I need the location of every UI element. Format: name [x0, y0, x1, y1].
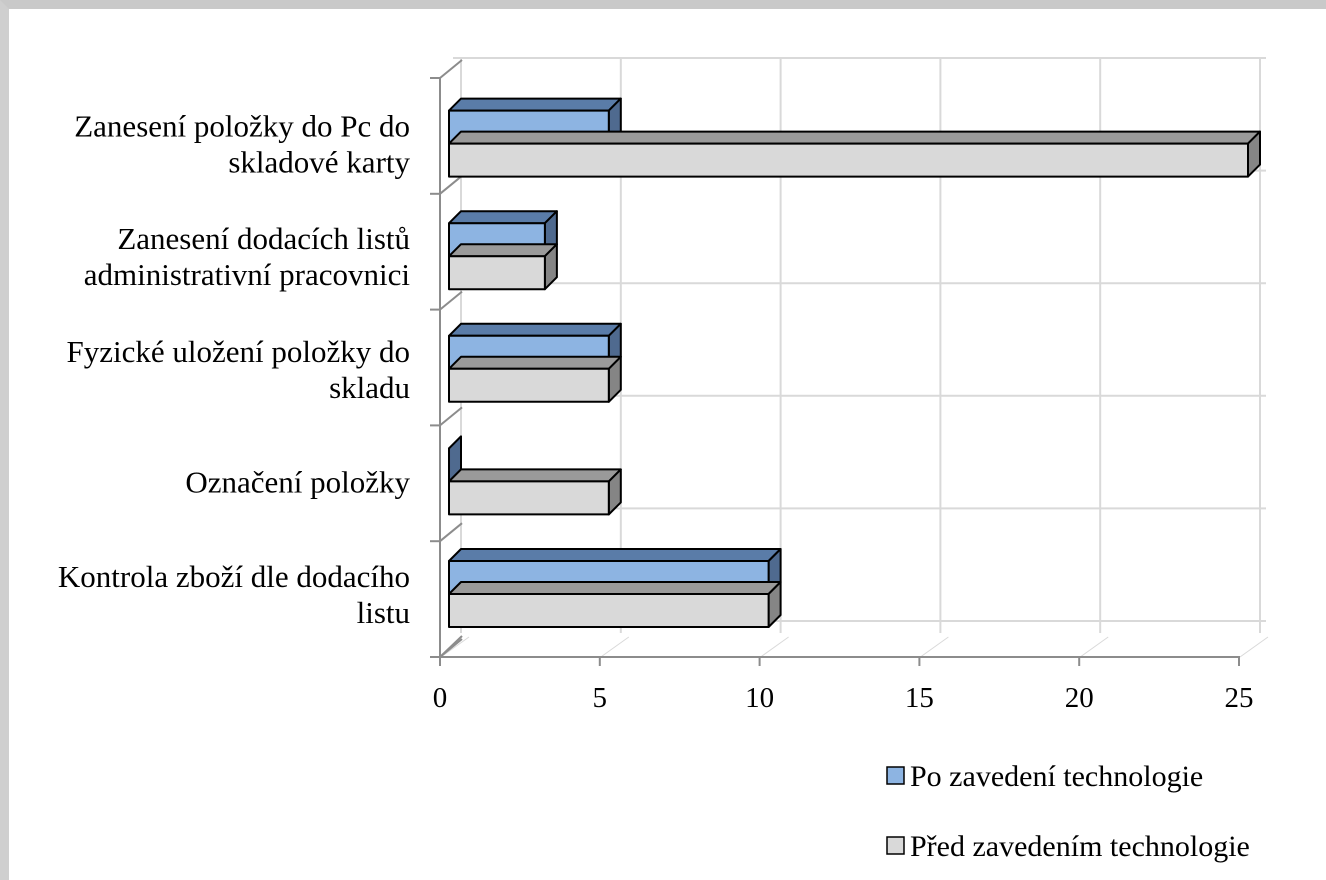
y-depth-mark [439, 59, 463, 79]
category-label: administrativní pracovnici [84, 257, 411, 292]
x-tick-label: 15 [905, 682, 934, 714]
y-depth-mark [439, 290, 463, 311]
bar-pred [448, 468, 622, 516]
y-depth-mark [439, 522, 463, 542]
x-tick-label: 5 [593, 682, 608, 714]
floor-gridline [920, 636, 949, 658]
floor-gridline [1239, 636, 1269, 658]
bar-pred-front [448, 480, 610, 516]
legend-label: Po zavedení technologie [910, 760, 1203, 793]
bar-pred [448, 581, 782, 628]
category-label: skladu [329, 370, 410, 405]
x-tick-label: 20 [1065, 682, 1094, 714]
bar-pred-front [448, 593, 770, 628]
bar-po-top [448, 322, 622, 337]
bar-pred-top [448, 581, 782, 595]
bar-pred-top [448, 355, 622, 370]
bar-pred-front [448, 142, 1249, 178]
floor-gridline [440, 636, 470, 658]
x-tick-label: 25 [1225, 682, 1254, 714]
category-label: skladové karty [228, 145, 410, 180]
bar-po-top [448, 210, 558, 225]
floor-gridline [760, 636, 789, 658]
bar-pred [448, 355, 622, 403]
legend-label: Před zavedením technologie [910, 830, 1250, 863]
bar-po-top [448, 97, 622, 112]
category-label: Fyzické uložení položky do [67, 334, 411, 369]
bar-pred-top [448, 243, 558, 258]
category-label: listu [357, 595, 410, 630]
axes [430, 59, 1240, 666]
category-label: Označení položky [185, 464, 410, 499]
x-tick-label: 10 [745, 682, 774, 714]
bar-pred-top [448, 130, 1261, 145]
y-depth-mark [439, 406, 463, 427]
floor-gridline [600, 636, 630, 658]
category-label: Kontrola zboží dle dodacího [58, 559, 410, 594]
legend-swatch [886, 836, 905, 855]
bar-pred [448, 243, 558, 291]
legend-swatch [886, 766, 905, 785]
bar-pred-front [448, 367, 610, 403]
bar-pred-top [448, 468, 622, 483]
x-tick-label: 0 [433, 682, 448, 714]
bar-pred [448, 130, 1261, 178]
y-depth-mark [439, 175, 463, 195]
bar-pred-front [448, 255, 546, 291]
legend: Po zavedení technologie Před zavedením te… [886, 760, 1250, 863]
category-label: Zanesení dodacích listů [117, 221, 410, 256]
bar-po-top [448, 548, 782, 562]
category-label: Zanesení položky do Pc do [74, 109, 410, 144]
y-depth-mark [439, 638, 463, 658]
floor-gridline [1079, 636, 1109, 658]
